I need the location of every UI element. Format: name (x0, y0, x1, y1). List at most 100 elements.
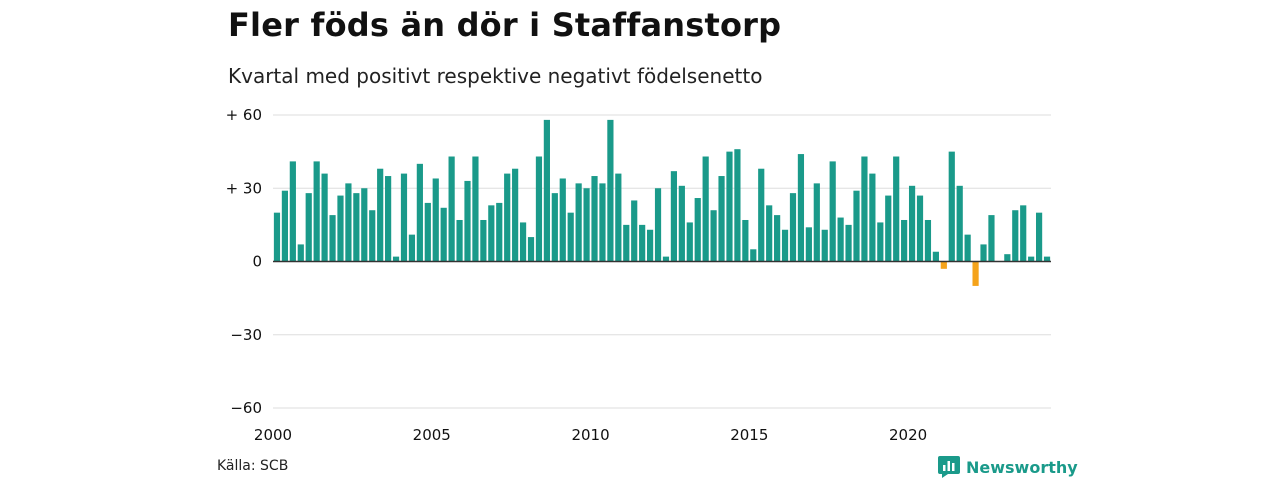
bar (424, 202, 431, 262)
bar (456, 219, 463, 262)
bar (440, 207, 447, 262)
bar (980, 244, 987, 262)
bar (742, 219, 749, 262)
bar (345, 183, 352, 262)
bar (670, 171, 678, 262)
bar (480, 219, 487, 262)
x-tick-label: 2010 (571, 426, 609, 444)
bar (385, 176, 392, 262)
bar (845, 224, 852, 262)
bar (869, 173, 876, 262)
bar (639, 224, 646, 262)
bar (829, 161, 836, 262)
bar (734, 149, 741, 262)
newsworthy-logo: Newsworthy (938, 456, 1078, 478)
bar (551, 193, 558, 262)
bar (988, 215, 995, 262)
bar (1020, 205, 1027, 262)
bar (702, 156, 709, 262)
bar (631, 200, 638, 262)
bar (273, 212, 281, 262)
bar (615, 173, 622, 262)
bar (837, 217, 844, 262)
bar (750, 249, 757, 262)
bar (543, 119, 550, 262)
bar (599, 183, 606, 262)
bar (1043, 256, 1051, 262)
bar (496, 202, 503, 262)
bar (369, 210, 376, 262)
bar (567, 212, 574, 262)
bar (1028, 256, 1035, 262)
bar (932, 251, 939, 262)
x-tick-label: 2020 (889, 426, 927, 444)
bar (392, 256, 400, 262)
y-tick-label: + 60 (226, 106, 262, 124)
bar (305, 193, 312, 262)
bar (416, 163, 423, 262)
bar (464, 180, 471, 262)
bar (908, 185, 916, 262)
bar (1012, 210, 1019, 262)
y-tick-label: −30 (230, 326, 262, 344)
bar (893, 156, 900, 262)
bar (726, 151, 733, 262)
bar (956, 185, 963, 262)
bar (853, 190, 860, 262)
bar (813, 183, 820, 262)
bar (940, 261, 947, 269)
bar (758, 168, 765, 262)
bar (797, 154, 805, 262)
bar (710, 210, 717, 262)
bar (432, 178, 439, 262)
bar (289, 161, 296, 262)
bar (861, 156, 868, 262)
bar (781, 229, 789, 262)
bar (901, 219, 908, 262)
bar (448, 156, 455, 262)
x-tick-label: 2015 (730, 426, 768, 444)
chart-title: Fler föds än dör i Staffanstorp (228, 6, 782, 44)
bar (805, 227, 812, 262)
bar (512, 168, 519, 262)
bar (1035, 212, 1043, 262)
x-tick-label: 2000 (254, 426, 292, 444)
chart-subtitle: Kvartal med positivt respektive negativt… (228, 64, 763, 88)
bar (281, 190, 289, 262)
bar (559, 178, 566, 262)
bar (575, 183, 582, 262)
bar (766, 205, 773, 262)
bar (488, 205, 495, 262)
bar (972, 261, 979, 286)
bar (885, 195, 892, 262)
bar (789, 193, 797, 262)
bar (678, 185, 685, 262)
bar (377, 168, 384, 262)
bar (1004, 254, 1011, 262)
bar (718, 176, 725, 262)
bar (662, 256, 670, 262)
bar (504, 173, 511, 262)
bar (527, 237, 535, 262)
bar (297, 244, 304, 262)
bar (821, 229, 828, 262)
bar (591, 176, 598, 262)
bar (519, 222, 527, 262)
bar (583, 188, 590, 262)
bar (313, 161, 320, 262)
bar (337, 195, 344, 262)
bar (408, 234, 416, 262)
bar (694, 198, 701, 262)
bar (623, 224, 630, 262)
y-tick-label: 0 (252, 253, 262, 271)
y-tick-label: −60 (230, 399, 262, 417)
bar (535, 156, 543, 262)
bar (916, 195, 924, 262)
bar (472, 156, 479, 262)
bar (964, 234, 971, 262)
bar (654, 188, 662, 262)
bar (353, 193, 360, 262)
bar (607, 119, 614, 262)
x-tick-label: 2005 (413, 426, 451, 444)
